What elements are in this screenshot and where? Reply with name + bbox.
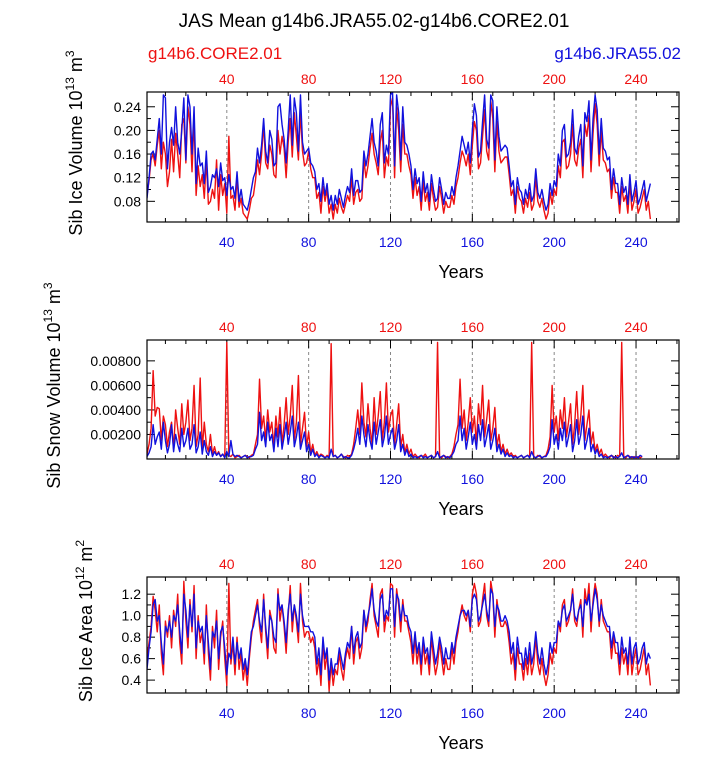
y-axis-label: Sib Ice Area 1012 m2 xyxy=(73,540,96,702)
plot-frame xyxy=(146,576,680,694)
x-tick-label-top: 240 xyxy=(624,71,648,87)
series-line-jra xyxy=(147,588,652,681)
y-tick-label: 0.08 xyxy=(114,193,141,209)
chart-panel-1: 0.08 0.12 0.16 0.20 0.24 40 40 80 80 120 120 160 160… xyxy=(63,50,680,282)
y-axis-label: Sib Snow Volume 1013 m3 xyxy=(41,282,64,488)
x-tick-label-top: 120 xyxy=(379,71,403,87)
x-tick-label-top: 240 xyxy=(624,556,648,572)
y-tick-label: 0.00200 xyxy=(90,426,141,442)
x-tick-label-top: 120 xyxy=(379,556,403,572)
chart-panel-3: 0.4 0.6 0.8 1.0 1.2 40 40 80 80 120 120 160 160 200 20… xyxy=(73,540,680,753)
y-tick-label: 0.8 xyxy=(122,629,142,645)
x-tick-label-top: 200 xyxy=(543,319,567,335)
y-label-unit-exponent: 3 xyxy=(41,282,55,289)
chart-panel-2: 0.00200 0.00400 0.00600 0.00800 40 40 80 80 120 1… xyxy=(41,282,680,519)
y-tick-label: 0.12 xyxy=(114,170,141,186)
y-label-text: Sib Snow Volume 10 xyxy=(44,322,64,488)
x-tick-label-top: 80 xyxy=(301,556,317,572)
y-label-unit: m xyxy=(66,57,86,77)
x-tick-label-top: 120 xyxy=(379,319,403,335)
y-tick-label: 1.0 xyxy=(122,608,142,624)
x-tick-label-top: 200 xyxy=(543,556,567,572)
x-tick-label-top: 240 xyxy=(624,319,648,335)
x-tick-label-top: 160 xyxy=(461,319,485,335)
x-tick-label-bottom: 80 xyxy=(301,471,317,487)
y-label-unit: m xyxy=(76,547,96,567)
x-tick-label-top: 40 xyxy=(219,71,235,87)
plot-frame xyxy=(146,339,680,460)
x-tick-label-bottom: 240 xyxy=(624,471,648,487)
x-tick-label-top: 160 xyxy=(461,556,485,572)
x-tick-label-top: 40 xyxy=(219,556,235,572)
x-tick-label-top: 160 xyxy=(461,71,485,87)
y-tick-label: 0.24 xyxy=(114,99,141,115)
x-tick-label-top: 200 xyxy=(543,71,567,87)
series-line-jra xyxy=(147,92,652,211)
y-tick-label: 0.00800 xyxy=(90,353,141,369)
legend-core: g14b6.CORE2.01 xyxy=(148,44,282,63)
x-tick-label-top: 40 xyxy=(219,319,235,335)
x-tick-label-bottom: 80 xyxy=(301,705,317,721)
x-tick-label-bottom: 160 xyxy=(461,471,485,487)
x-tick-label-bottom: 120 xyxy=(379,234,403,250)
y-label-unit: m xyxy=(44,289,64,309)
y-tick-label: 0.4 xyxy=(122,672,142,688)
figure-title: JAS Mean g14b6.JRA55.02-g14b6.CORE2.01 xyxy=(179,11,570,32)
x-tick-label-bottom: 200 xyxy=(543,705,567,721)
y-tick-label: 0.16 xyxy=(114,146,141,162)
x-tick-label-bottom: 80 xyxy=(301,234,317,250)
series-line-core xyxy=(147,97,652,220)
x-tick-label-top: 80 xyxy=(301,319,317,335)
x-tick-label-bottom: 160 xyxy=(461,234,485,250)
y-tick-label: 0.20 xyxy=(114,122,141,138)
y-tick-label: 0.00600 xyxy=(90,377,141,393)
x-axis-label: Years xyxy=(438,262,483,282)
plot-frame xyxy=(146,91,680,223)
x-tick-label-bottom: 200 xyxy=(543,234,567,250)
series-line-jra xyxy=(147,411,643,459)
y-label-exponent: 13 xyxy=(41,309,55,323)
y-label-unit-exponent: 3 xyxy=(63,50,77,57)
y-label-exponent: 12 xyxy=(73,566,87,580)
x-tick-label-bottom: 40 xyxy=(219,471,235,487)
y-tick-label: 0.00400 xyxy=(90,402,141,418)
x-tick-label-bottom: 40 xyxy=(219,234,235,250)
legend-jra: g14b6.JRA55.02 xyxy=(554,44,681,63)
x-tick-label-top: 80 xyxy=(301,71,317,87)
y-tick-label: 1.2 xyxy=(122,586,142,602)
x-axis-label: Years xyxy=(438,499,483,519)
x-axis-label: Years xyxy=(438,733,483,753)
x-tick-label-bottom: 120 xyxy=(379,705,403,721)
x-tick-label-bottom: 200 xyxy=(543,471,567,487)
x-tick-label-bottom: 120 xyxy=(379,471,403,487)
y-label-exponent: 13 xyxy=(63,77,77,91)
y-tick-label: 0.6 xyxy=(122,651,142,667)
x-tick-label-bottom: 40 xyxy=(219,705,235,721)
y-label-text: Sib Ice Volume 10 xyxy=(66,90,86,235)
y-label-unit-exponent: 2 xyxy=(73,540,87,547)
x-tick-label-bottom: 160 xyxy=(461,705,485,721)
x-tick-label-bottom: 240 xyxy=(624,234,648,250)
x-tick-label-bottom: 240 xyxy=(624,705,648,721)
y-label-text: Sib Ice Area 10 xyxy=(76,580,96,702)
y-axis-label: Sib Ice Volume 1013 m3 xyxy=(63,50,86,235)
